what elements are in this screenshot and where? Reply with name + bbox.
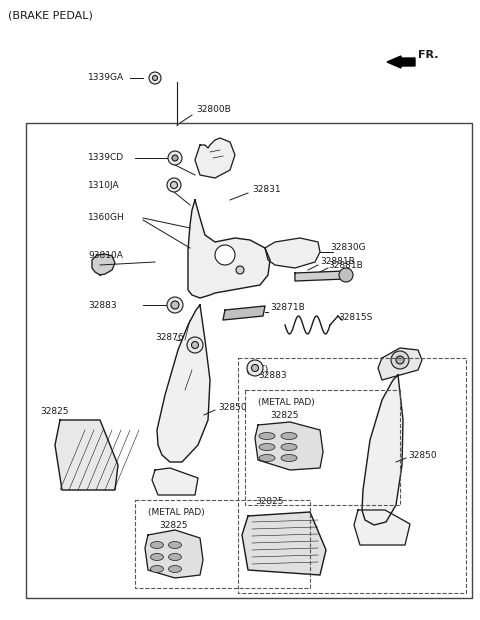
Text: (BRAKE PEDAL): (BRAKE PEDAL) [8,11,93,21]
Circle shape [171,301,179,309]
Polygon shape [223,306,265,320]
Circle shape [396,356,404,364]
Circle shape [170,182,178,188]
Circle shape [167,297,183,313]
Polygon shape [255,422,323,470]
Ellipse shape [281,454,297,461]
Text: 1339CD: 1339CD [88,154,124,162]
Polygon shape [157,305,210,462]
Circle shape [187,337,203,353]
Ellipse shape [259,443,275,451]
Bar [245,390,400,505]
Text: 1360GH: 1360GH [88,213,125,223]
Ellipse shape [281,443,297,451]
Circle shape [149,72,161,84]
Circle shape [391,351,409,369]
Polygon shape [55,420,118,490]
Ellipse shape [168,541,181,549]
Polygon shape [188,200,270,298]
Polygon shape [242,512,326,575]
Circle shape [247,360,263,376]
Ellipse shape [168,554,181,560]
Text: 32825: 32825 [40,407,69,417]
Polygon shape [362,375,403,525]
Text: 32883: 32883 [258,371,287,379]
Text: (METAL PAD): (METAL PAD) [258,397,315,407]
Text: 32830G: 32830G [330,244,366,252]
Text: 32876: 32876 [155,334,184,342]
Polygon shape [295,271,345,281]
Text: (METAL PAD): (METAL PAD) [148,508,205,516]
Ellipse shape [281,433,297,440]
Circle shape [339,268,353,282]
Circle shape [236,266,244,274]
Text: 32850: 32850 [408,451,437,459]
Circle shape [168,151,182,165]
Text: 32850: 32850 [218,404,247,412]
Circle shape [252,365,259,371]
Text: (A/T): (A/T) [245,365,268,375]
Ellipse shape [151,554,164,560]
Bar [135,500,310,588]
Bar [238,358,466,593]
Ellipse shape [168,565,181,572]
Text: 32825: 32825 [255,497,284,507]
Ellipse shape [151,541,164,549]
Text: 32825: 32825 [160,521,188,529]
Polygon shape [145,530,203,578]
Circle shape [192,342,199,348]
Text: 32800B: 32800B [196,105,231,115]
Polygon shape [152,468,198,495]
Circle shape [167,178,181,192]
Text: 32831: 32831 [252,185,281,195]
Ellipse shape [259,454,275,461]
Text: 32881B: 32881B [320,257,355,267]
Polygon shape [92,254,115,275]
Bar [26,123,472,598]
Polygon shape [265,238,320,268]
Circle shape [153,76,157,81]
Polygon shape [354,510,410,545]
Text: 1339GA: 1339GA [88,74,124,82]
Text: 32825: 32825 [271,410,299,420]
Text: 32815S: 32815S [338,314,372,322]
Polygon shape [378,348,422,380]
Circle shape [215,245,235,265]
FancyArrow shape [387,56,415,68]
Text: 93810A: 93810A [88,250,123,260]
Text: FR.: FR. [418,50,439,60]
Text: 32881B: 32881B [328,260,363,270]
Polygon shape [195,138,235,178]
Text: 32871B: 32871B [270,304,305,312]
Circle shape [172,155,178,161]
Text: 32883: 32883 [88,301,117,309]
Ellipse shape [151,565,164,572]
Text: 1310JA: 1310JA [88,180,120,190]
Ellipse shape [259,433,275,440]
